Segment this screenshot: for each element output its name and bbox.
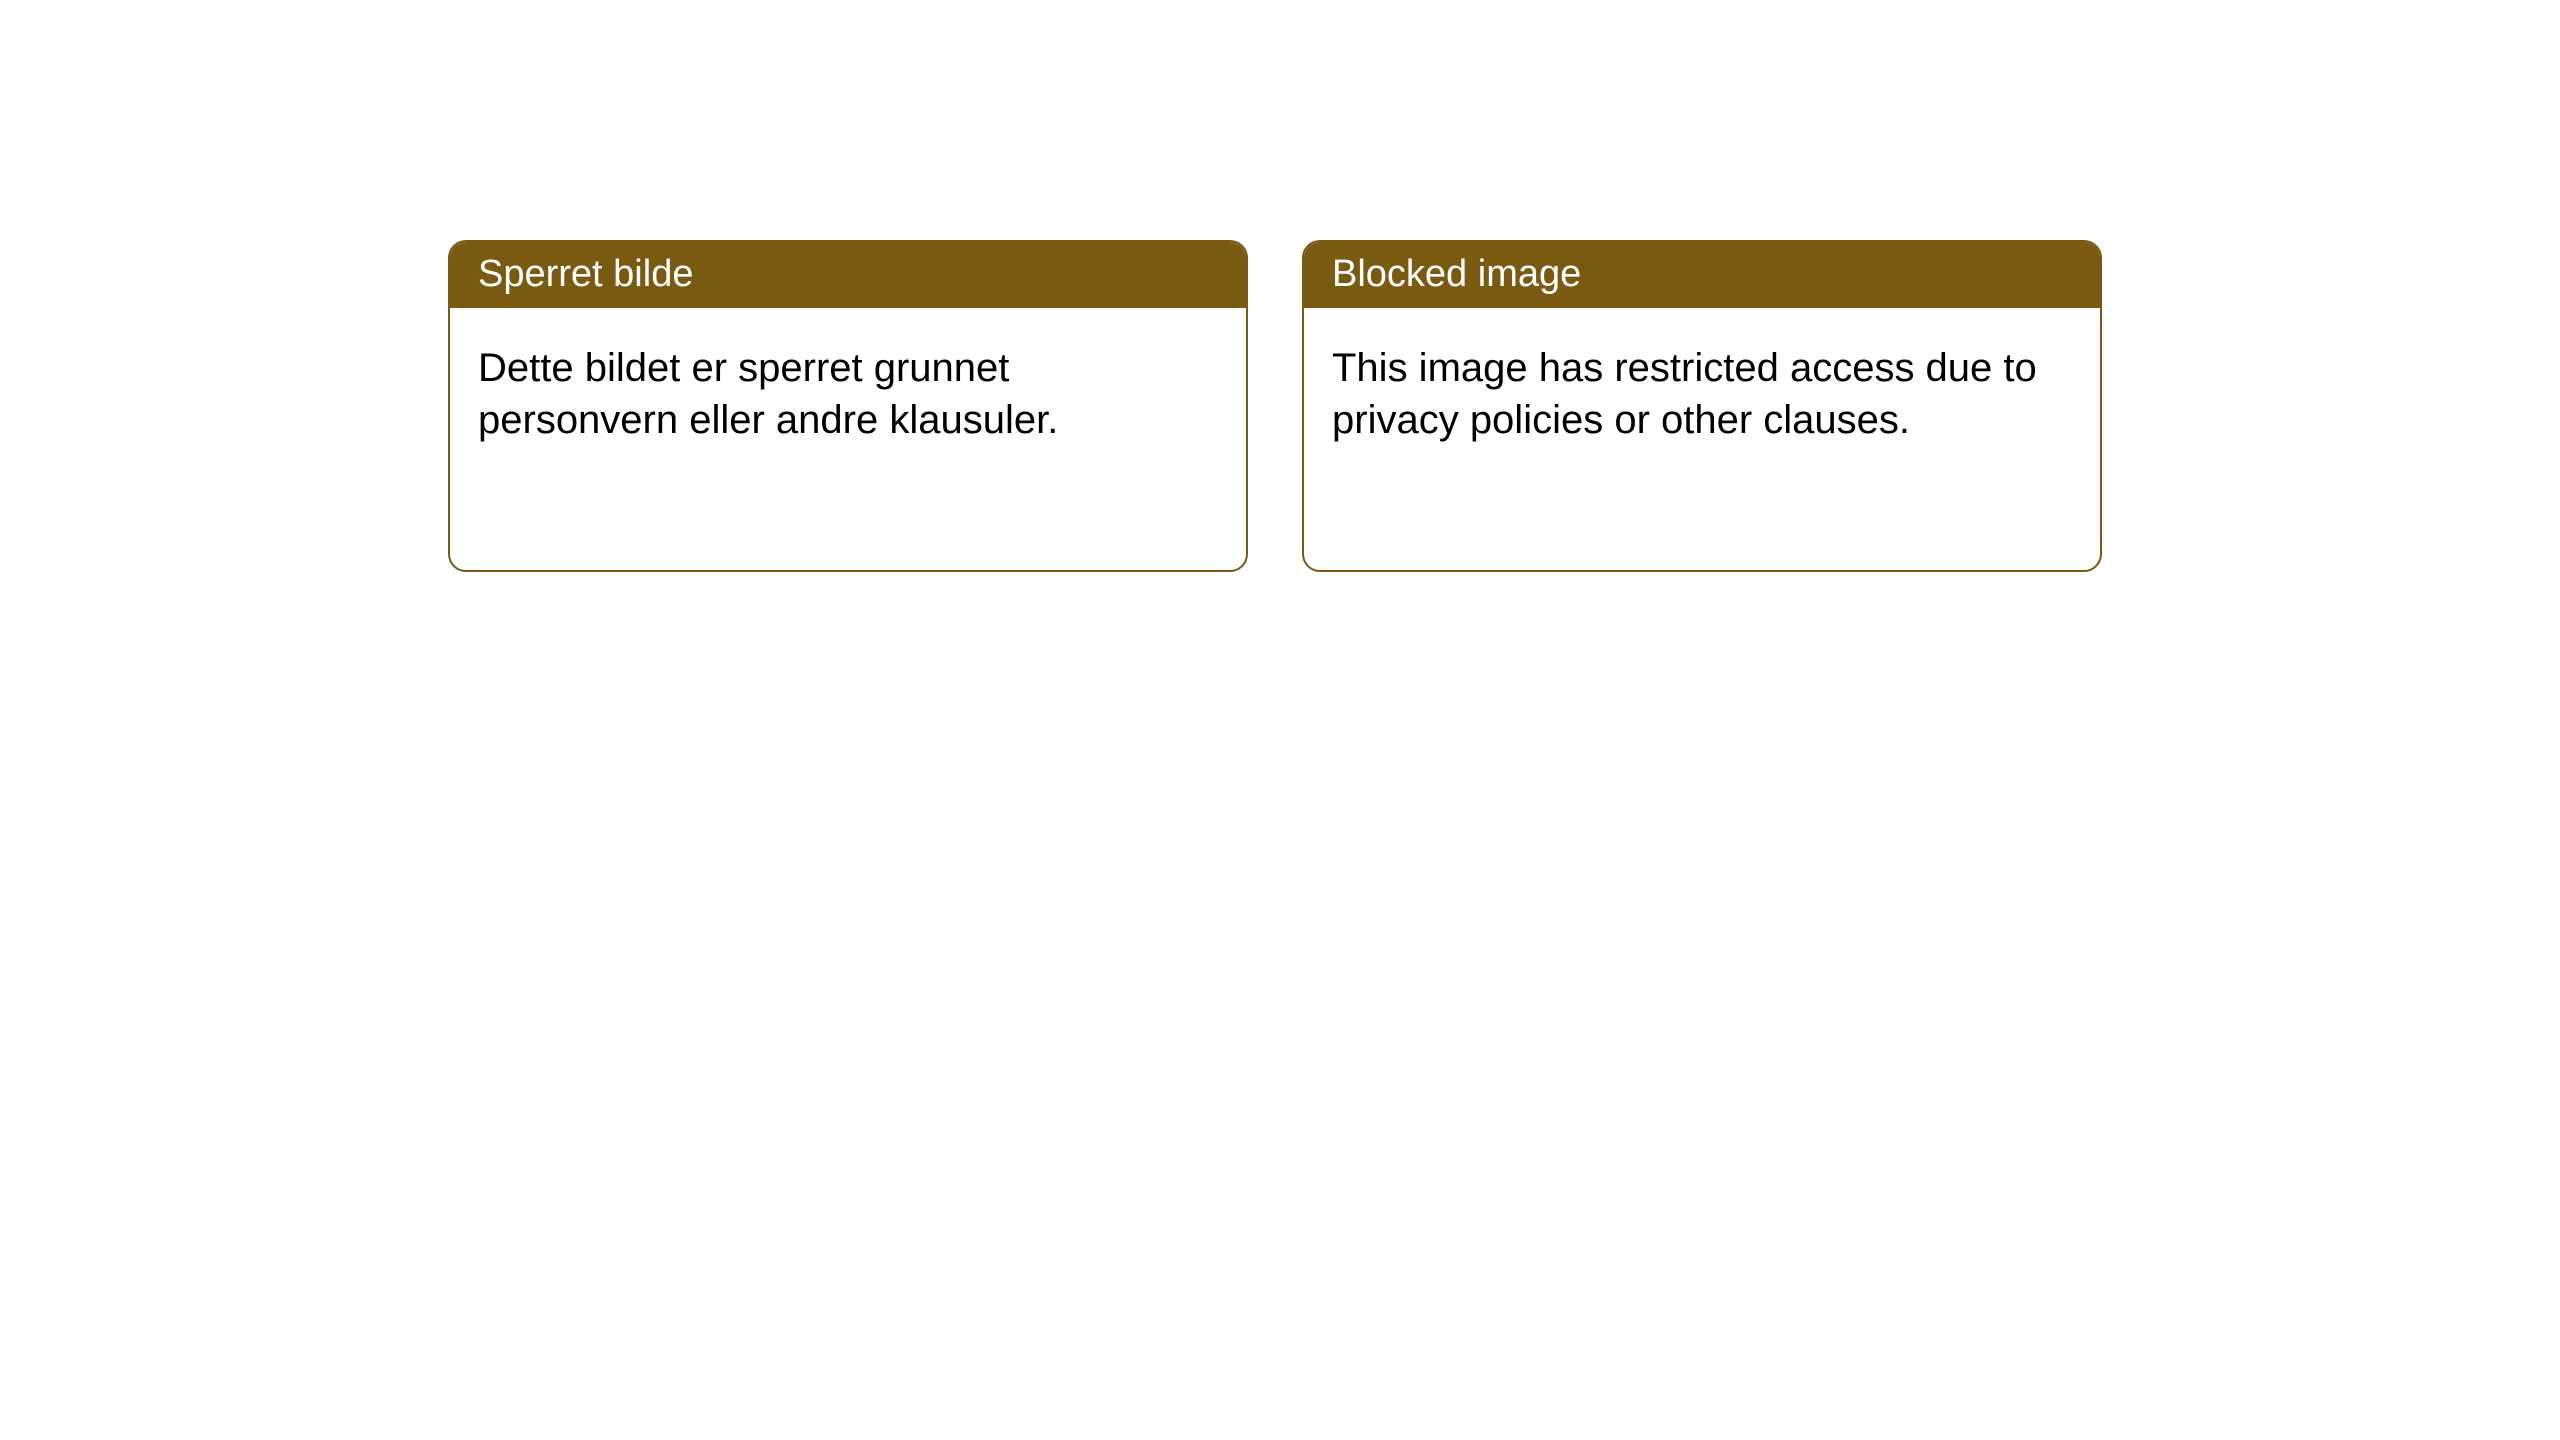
notice-card-header: Blocked image xyxy=(1304,242,2100,308)
notice-card-norwegian: Sperret bilde Dette bildet er sperret gr… xyxy=(448,240,1248,572)
notice-cards-container: Sperret bilde Dette bildet er sperret gr… xyxy=(0,0,2560,572)
notice-card-body: This image has restricted access due to … xyxy=(1304,308,2100,482)
notice-card-body: Dette bildet er sperret grunnet personve… xyxy=(450,308,1246,482)
notice-card-header: Sperret bilde xyxy=(450,242,1246,308)
notice-card-english: Blocked image This image has restricted … xyxy=(1302,240,2102,572)
